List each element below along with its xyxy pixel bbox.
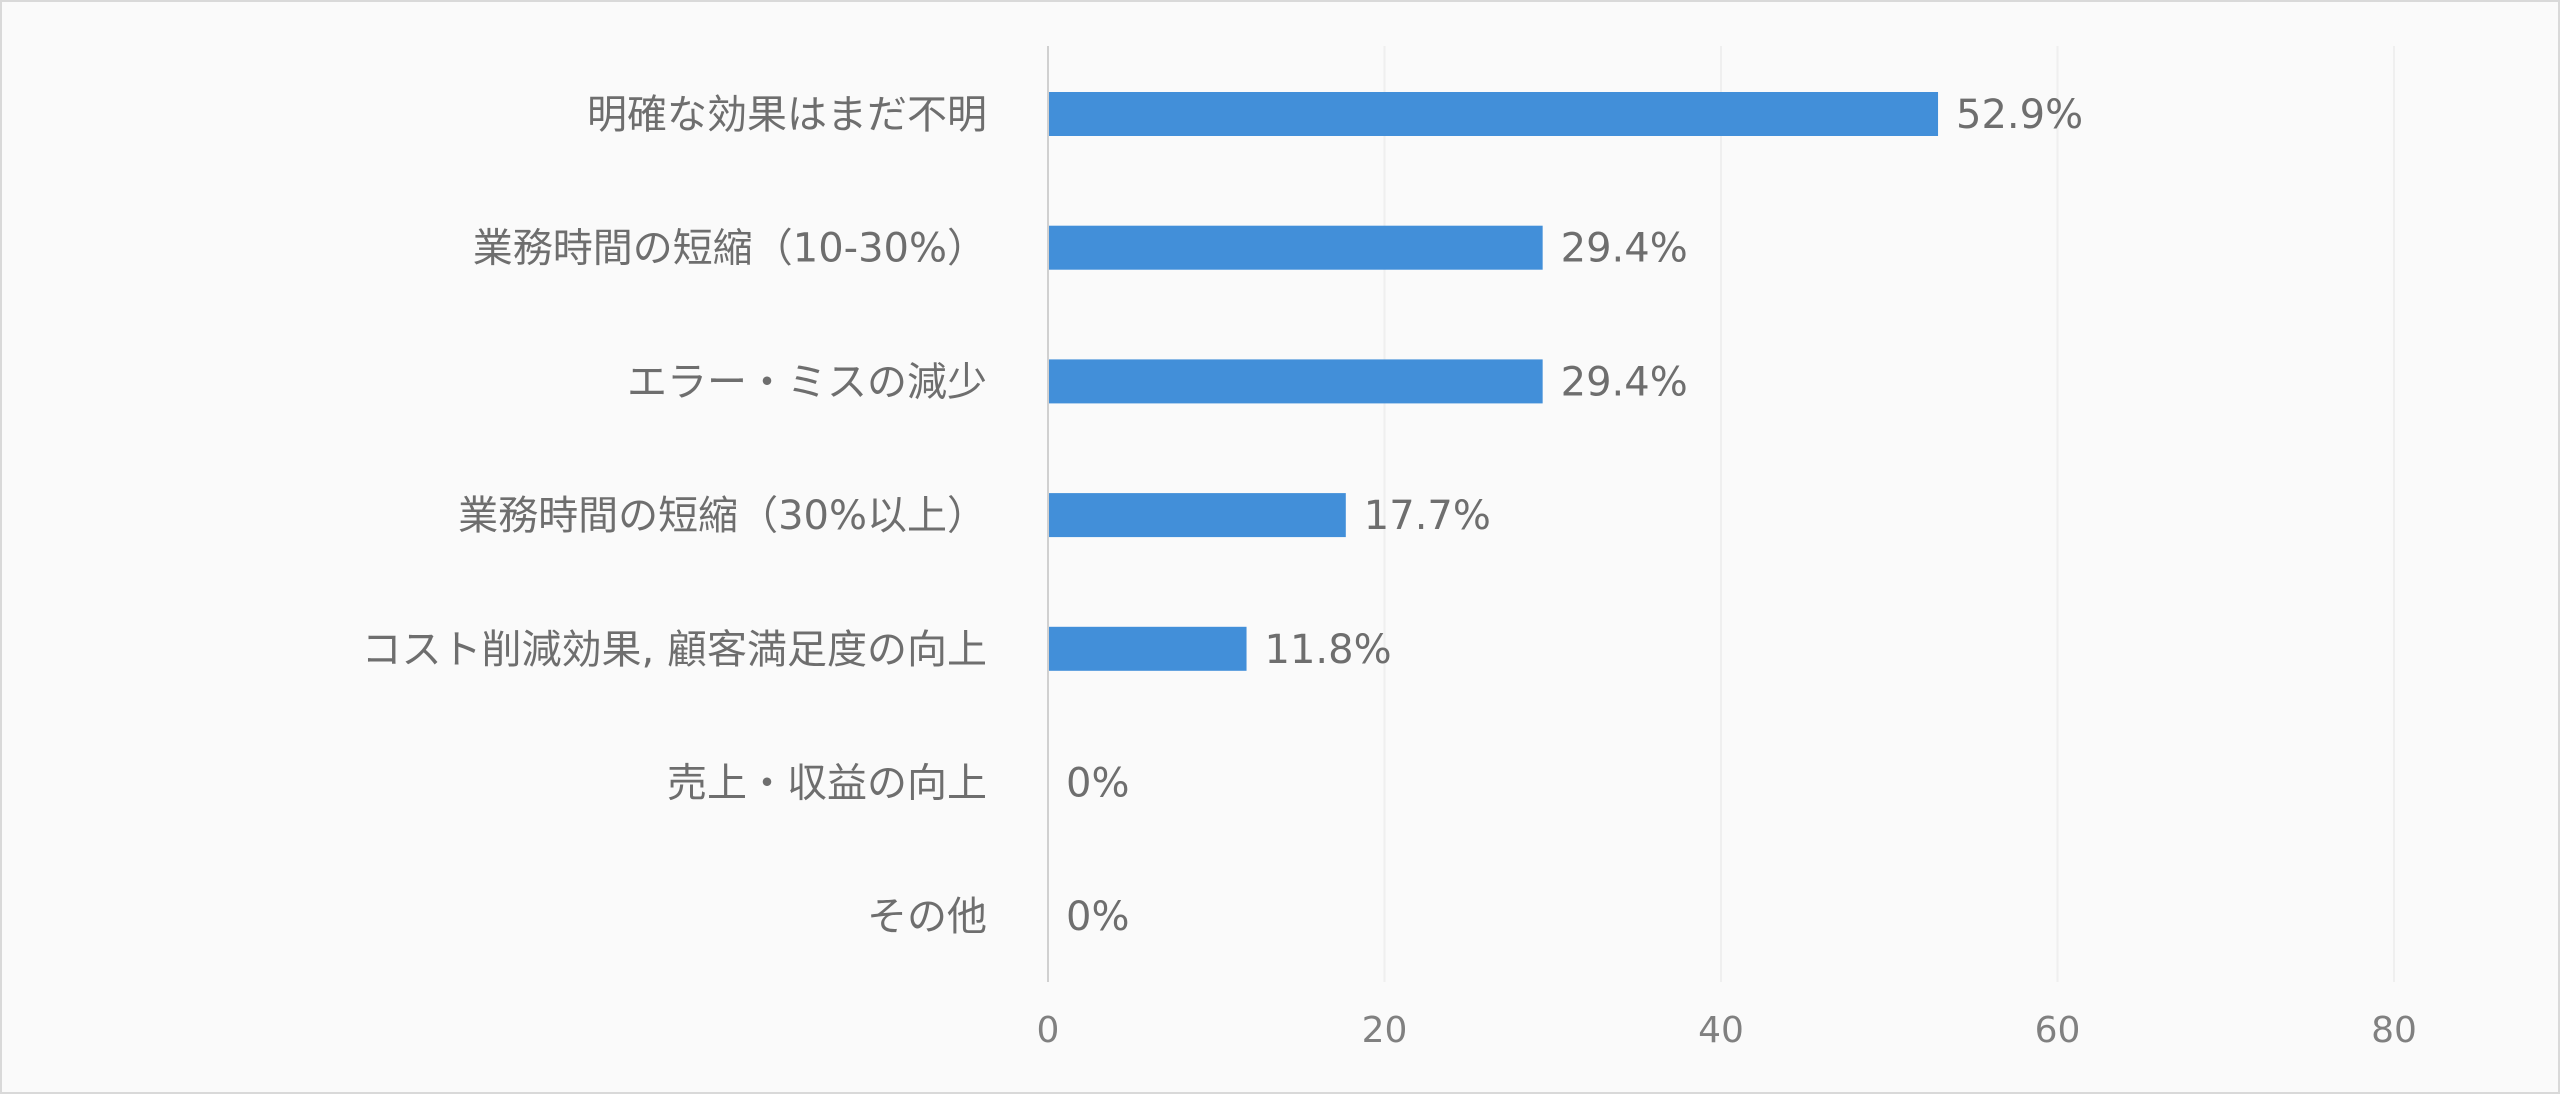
value-labels: 52.9% 29.4% 29.4% 17.7% 11.8% 0% 0%	[1066, 92, 2083, 940]
data-label: 29.4%	[1561, 359, 1688, 405]
x-tick-labels: 0 20 40 60 80	[1037, 1010, 2417, 1051]
bar	[1048, 493, 1346, 538]
x-tick-label: 40	[1698, 1010, 1744, 1051]
category-label: 業務時間の短縮（30%以上）	[458, 493, 987, 539]
data-label: 11.8%	[1265, 627, 1392, 673]
x-tick-label: 60	[2035, 1010, 2081, 1051]
gridlines	[1383, 46, 2395, 982]
category-label: エラー・ミスの減少	[627, 359, 987, 405]
x-tick-label: 80	[2371, 1010, 2417, 1051]
bars	[1048, 92, 1939, 671]
category-label: 業務時間の短縮（10-30%）	[473, 226, 987, 272]
x-tick-label: 20	[1362, 1010, 1408, 1051]
bar	[1048, 626, 1247, 671]
category-label: 売上・収益の向上	[667, 761, 987, 807]
data-label: 0%	[1066, 761, 1129, 807]
data-label: 29.4%	[1561, 226, 1688, 272]
bar	[1048, 225, 1543, 270]
category-label: 明確な効果はまだ不明	[587, 92, 987, 138]
data-label: 0%	[1066, 894, 1129, 940]
bar	[1048, 92, 1939, 136]
category-label: コスト削減効果, 顧客満足度の向上	[362, 627, 987, 673]
category-label: その他	[867, 894, 987, 940]
bar	[1048, 359, 1543, 404]
x-tick-label: 0	[1037, 1010, 1060, 1051]
data-label: 17.7%	[1364, 493, 1491, 539]
data-label: 52.9%	[1956, 92, 2083, 138]
